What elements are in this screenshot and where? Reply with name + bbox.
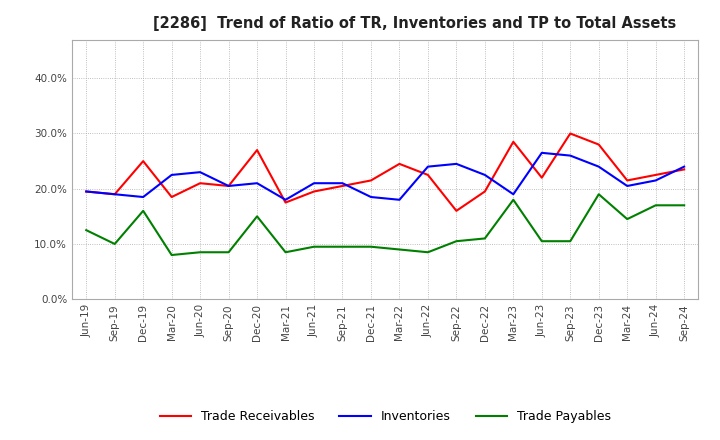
Inventories <box>537 150 546 155</box>
Inventories <box>623 183 631 189</box>
Trade Payables <box>139 208 148 213</box>
Trade Payables <box>480 236 489 241</box>
Trade Payables <box>253 214 261 219</box>
Trade Receivables <box>82 189 91 194</box>
Trade Receivables <box>338 183 347 189</box>
Trade Payables <box>167 253 176 258</box>
Trade Receivables <box>480 189 489 194</box>
Trade Receivables <box>225 183 233 189</box>
Trade Payables <box>537 238 546 244</box>
Inventories <box>139 194 148 200</box>
Trade Receivables <box>110 191 119 197</box>
Trade Receivables <box>196 180 204 186</box>
Trade Payables <box>82 227 91 233</box>
Inventories <box>110 191 119 197</box>
Inventories <box>196 169 204 175</box>
Trade Payables <box>110 241 119 246</box>
Inventories <box>253 180 261 186</box>
Inventories <box>509 191 518 197</box>
Inventories <box>282 197 290 202</box>
Trade Receivables <box>509 139 518 144</box>
Inventories <box>423 164 432 169</box>
Trade Receivables <box>139 158 148 164</box>
Inventories <box>566 153 575 158</box>
Line: Trade Payables: Trade Payables <box>86 194 684 255</box>
Inventories <box>480 172 489 178</box>
Trade Receivables <box>623 178 631 183</box>
Trade Receivables <box>680 167 688 172</box>
Trade Payables <box>395 247 404 252</box>
Trade Receivables <box>253 147 261 153</box>
Trade Payables <box>338 244 347 249</box>
Inventories <box>452 161 461 166</box>
Trade Receivables <box>652 172 660 178</box>
Trade Payables <box>623 216 631 222</box>
Line: Inventories: Inventories <box>86 153 684 200</box>
Trade Payables <box>566 238 575 244</box>
Trade Payables <box>225 249 233 255</box>
Trade Receivables <box>282 200 290 205</box>
Trade Receivables <box>452 208 461 213</box>
Trade Payables <box>595 191 603 197</box>
Trade Payables <box>509 197 518 202</box>
Inventories <box>167 172 176 178</box>
Trade Receivables <box>566 131 575 136</box>
Inventories <box>395 197 404 202</box>
Trade Payables <box>452 238 461 244</box>
Trade Receivables <box>167 194 176 200</box>
Inventories <box>225 183 233 189</box>
Legend: Trade Receivables, Inventories, Trade Payables: Trade Receivables, Inventories, Trade Pa… <box>155 405 616 428</box>
Text: [2286]  Trend of Ratio of TR, Inventories and TP to Total Assets: [2286] Trend of Ratio of TR, Inventories… <box>153 16 677 32</box>
Trade Payables <box>680 203 688 208</box>
Inventories <box>680 164 688 169</box>
Trade Payables <box>196 249 204 255</box>
Trade Receivables <box>423 172 432 178</box>
Trade Receivables <box>366 178 375 183</box>
Inventories <box>366 194 375 200</box>
Trade Receivables <box>310 189 318 194</box>
Inventories <box>338 180 347 186</box>
Inventories <box>310 180 318 186</box>
Trade Payables <box>310 244 318 249</box>
Trade Payables <box>282 249 290 255</box>
Trade Payables <box>652 203 660 208</box>
Inventories <box>652 178 660 183</box>
Trade Payables <box>423 249 432 255</box>
Inventories <box>595 164 603 169</box>
Trade Receivables <box>595 142 603 147</box>
Inventories <box>82 189 91 194</box>
Line: Trade Receivables: Trade Receivables <box>86 133 684 211</box>
Trade Payables <box>366 244 375 249</box>
Trade Receivables <box>537 175 546 180</box>
Trade Receivables <box>395 161 404 166</box>
